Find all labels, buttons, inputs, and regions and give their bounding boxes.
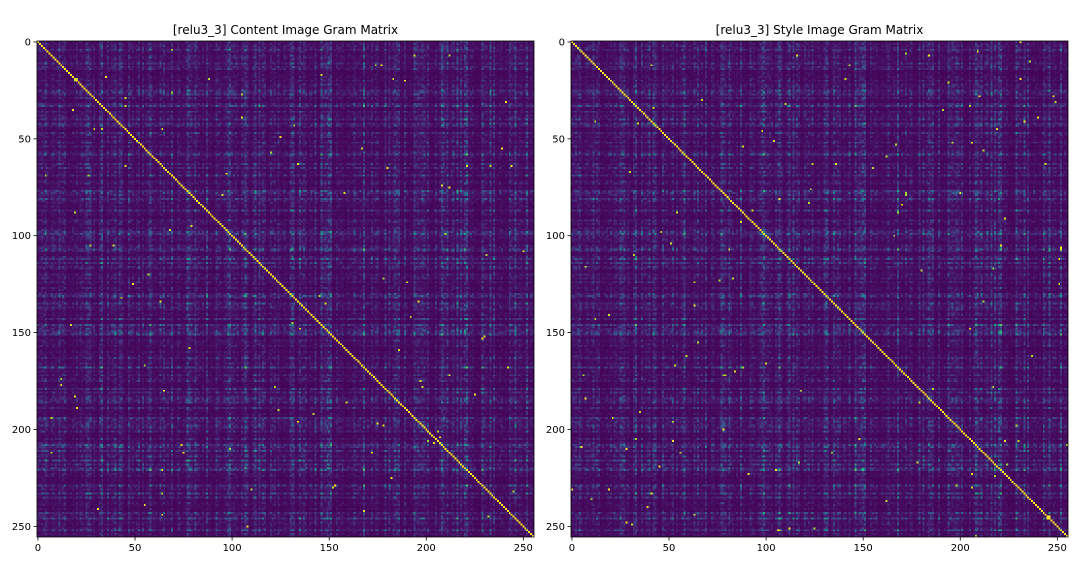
plot-frame xyxy=(570,40,1069,538)
x-tick-label: 50 xyxy=(663,543,676,554)
x-tick-label: 0 xyxy=(35,543,41,554)
x-tick-label: 0 xyxy=(569,543,575,554)
chart-title: [relu3_3] Content Image Gram Matrix xyxy=(173,23,398,37)
x-tick-label: 250 xyxy=(1048,543,1067,554)
heatmap-image xyxy=(571,41,1068,537)
x-tick-label: 200 xyxy=(417,543,436,554)
heatmap-image xyxy=(37,41,534,537)
y-tick-label: 150 xyxy=(12,328,31,339)
x-tick-label: 100 xyxy=(757,543,776,554)
x-tick-label: 250 xyxy=(514,543,533,554)
y-tick-label: 100 xyxy=(546,231,565,242)
x-tick-label: 200 xyxy=(951,543,970,554)
x-axis: 0 50 100 150 200 250 xyxy=(569,537,1067,554)
content-gram-matrix-panel: [relu3_3] Content Image Gram Matrix 0 50 1… xyxy=(12,23,535,554)
content-gram-matrix-chart: [relu3_3] Content Image Gram Matrix 0 50 1… xyxy=(12,23,535,554)
chart-title: [relu3_3] Style Image Gram Matrix xyxy=(716,23,924,37)
y-tick-label: 0 xyxy=(25,37,31,48)
plot-frame xyxy=(36,40,535,538)
style-gram-matrix-chart: [relu3_3] Style Image Gram Matrix 0 50 100… xyxy=(546,23,1069,554)
y-tick-label: 250 xyxy=(546,522,565,533)
x-axis: 0 50 100 150 200 250 xyxy=(35,537,533,554)
y-tick-label: 100 xyxy=(12,231,31,242)
y-tick-label: 200 xyxy=(546,425,565,436)
y-tick-label: 50 xyxy=(18,134,31,145)
x-tick-label: 50 xyxy=(129,543,142,554)
y-tick-label: 0 xyxy=(559,37,565,48)
y-tick-label: 250 xyxy=(12,522,31,533)
y-axis: 0 50 100 150 200 250 xyxy=(12,37,37,533)
y-tick-label: 50 xyxy=(552,134,565,145)
x-tick-label: 150 xyxy=(854,543,873,554)
y-axis: 0 50 100 150 200 250 xyxy=(546,37,571,533)
x-tick-label: 150 xyxy=(320,543,339,554)
x-tick-label: 100 xyxy=(223,543,242,554)
y-tick-label: 200 xyxy=(12,425,31,436)
style-gram-matrix-panel: [relu3_3] Style Image Gram Matrix 0 50 100… xyxy=(534,0,1074,576)
y-tick-label: 150 xyxy=(546,328,565,339)
